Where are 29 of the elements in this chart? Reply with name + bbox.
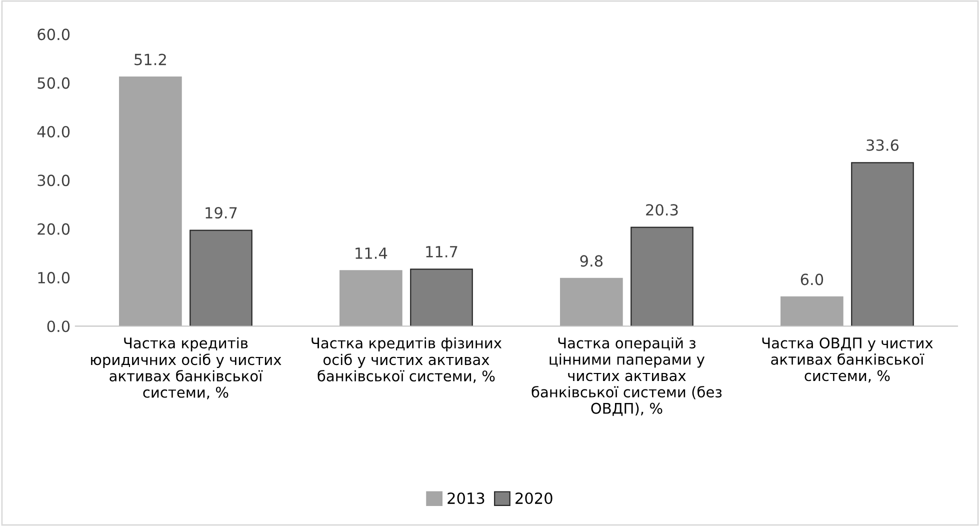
x-tick-label: Частка ОВДП у чистих активах банківської системи, % [762,337,933,383]
bar [630,226,694,326]
data-label: 11.4 [356,248,388,259]
bar [119,76,182,326]
x-tick-label: Частка операцій з цінними паперами у чистих активах банківської системи (без ОВДП), % [532,337,722,416]
bar [780,296,844,326]
bar [410,268,473,326]
bar [560,278,623,326]
bar [190,230,252,326]
data-label: 51.2 [134,54,166,66]
data-label: 6.0 [800,274,824,286]
legend-label: 2020 [516,492,552,504]
x-tick-label: Частка кредитів юридичних осіб у чистих активах банківської системи, % [91,337,282,400]
y-tick-label: 20.0 [38,223,70,235]
bar [851,162,914,326]
y-tick-label: 10.0 [38,272,70,284]
x-tick-label: Частка кредитів фізиних осіб у чистих активах банківської системи, % [312,337,502,383]
legend-label: 2013 [448,492,484,504]
y-tick-label: 0.0 [47,320,70,332]
y-tick-label: 40.0 [37,126,70,138]
data-label: 33.6 [866,139,899,151]
y-tick-label: 60.0 [38,28,70,40]
y-tick-label: 30.0 [38,174,70,186]
data-label: 19.7 [206,206,237,219]
y-tick-label: 50.0 [38,77,70,89]
data-label: 9.8 [580,255,603,267]
data-label: 11.7 [426,246,458,258]
data-label: 20.3 [646,204,678,216]
bar [340,270,402,326]
